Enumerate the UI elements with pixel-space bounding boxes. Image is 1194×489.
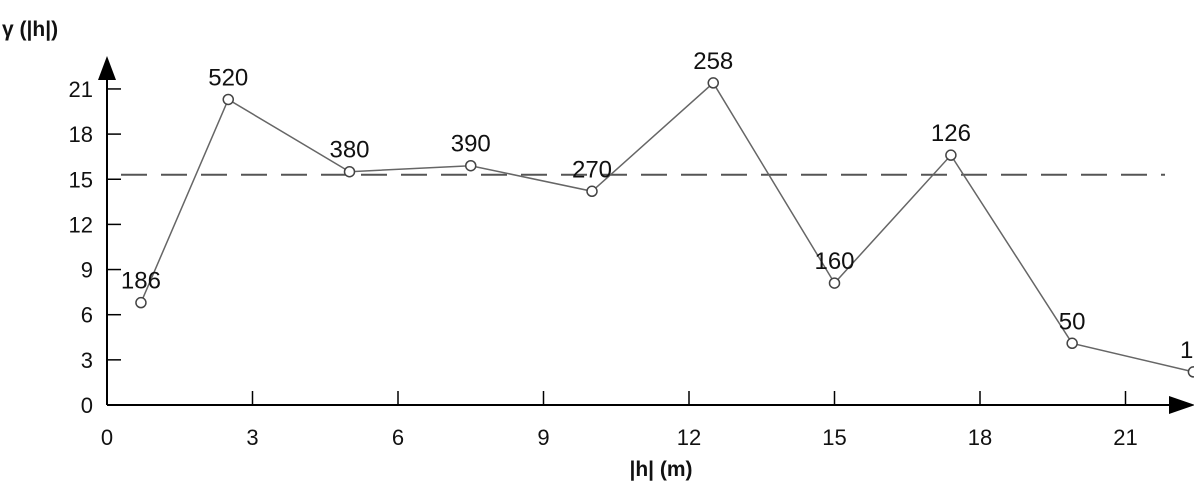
x-tick-label: 9 (537, 425, 549, 450)
y-axis-title: γ (|h|) (2, 18, 58, 41)
series-line (140, 81, 1194, 373)
data-point (1066, 337, 1078, 350)
x-axis-title: |h| (m) (629, 458, 692, 481)
data-point (222, 93, 234, 106)
data-label: 520 (208, 64, 248, 91)
data-label: 270 (572, 156, 612, 183)
y-tick-label: 12 (69, 212, 93, 237)
data-point (1187, 366, 1194, 378)
data-point (343, 165, 356, 178)
x-tick-label: 0 (101, 425, 113, 450)
y-ticks: 0 3 6 9 12 15 18 21 (69, 77, 121, 418)
data-points (135, 77, 1194, 378)
x-tick-label: 3 (246, 425, 258, 450)
x-axis-arrow-icon (1169, 396, 1194, 414)
x-tick-label: 18 (968, 425, 992, 450)
data-labels: 186 520 380 390 270 258 160 126 50 12 (121, 48, 1194, 364)
y-tick-label: 9 (81, 258, 93, 283)
data-label: 12 (1180, 337, 1194, 364)
data-label: 186 (121, 268, 161, 295)
x-tick-label: 6 (392, 425, 404, 450)
data-label: 50 (1059, 308, 1086, 335)
axes (98, 56, 1194, 414)
y-tick-label: 21 (69, 77, 93, 102)
data-label: 390 (451, 131, 491, 158)
y-axis-arrow-icon (98, 56, 116, 80)
data-point (707, 77, 719, 89)
x-tick-label: 12 (677, 425, 701, 450)
data-label: 160 (814, 248, 854, 275)
data-point (465, 159, 477, 172)
data-label: 258 (693, 48, 733, 75)
data-point (135, 296, 147, 309)
data-point (945, 149, 957, 161)
data-label: 380 (329, 137, 369, 164)
y-tick-label: 3 (81, 348, 93, 373)
data-point (828, 277, 841, 289)
y-tick-label: 6 (81, 303, 93, 328)
data-label: 126 (931, 120, 971, 147)
x-ticks: 0 3 6 9 12 15 18 21 (101, 391, 1138, 450)
data-point (586, 185, 598, 198)
y-tick-label: 15 (69, 167, 93, 192)
x-tick-label: 21 (1113, 425, 1137, 450)
y-tick-label: 0 (81, 393, 93, 418)
y-tick-label: 18 (69, 122, 93, 147)
x-tick-label: 15 (822, 425, 846, 450)
